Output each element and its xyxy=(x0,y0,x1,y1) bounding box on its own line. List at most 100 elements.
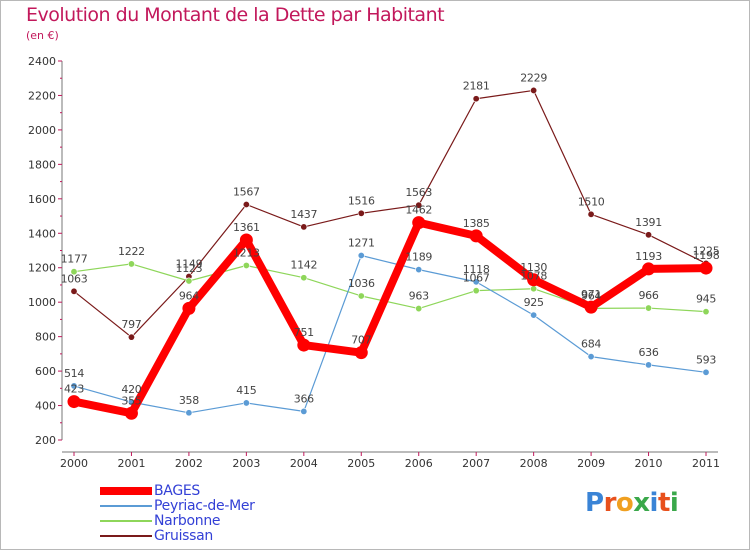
data-point-gruissan xyxy=(70,287,78,295)
data-point-bages xyxy=(642,262,656,276)
data-label-gruissan: 1391 xyxy=(635,216,662,229)
data-label-narbonne: 964 xyxy=(581,289,601,302)
x-tick-label: 2009 xyxy=(577,457,605,470)
data-label-peyriac-de-mer: 1271 xyxy=(348,236,375,249)
logo-letter: r xyxy=(603,488,617,518)
logo-letter: o xyxy=(615,488,634,518)
data-label-peyriac-de-mer: 415 xyxy=(236,384,256,397)
data-point-peyriac-de-mer xyxy=(472,278,480,286)
series-line-peyriac-de-mer xyxy=(73,254,707,414)
data-point-peyriac-de-mer xyxy=(242,399,250,407)
logo-letter: P xyxy=(585,488,604,518)
data-label-gruissan: 2229 xyxy=(520,71,547,84)
data-label-gruissan: 2181 xyxy=(463,80,490,93)
data-label-narbonne: 1142 xyxy=(290,259,317,272)
legend-label: BAGES xyxy=(154,483,201,499)
y-tick-label: 2000 xyxy=(28,124,56,137)
data-point-narbonne xyxy=(70,268,78,276)
data-point-narbonne xyxy=(127,260,135,268)
data-point-narbonne xyxy=(300,274,308,282)
data-point-gruissan xyxy=(472,95,480,103)
data-point-gruissan xyxy=(242,201,250,209)
x-tick-label: 2002 xyxy=(175,457,203,470)
data-point-gruissan xyxy=(127,333,135,341)
data-point-peyriac-de-mer xyxy=(645,361,653,369)
data-point-bages xyxy=(527,273,541,287)
data-point-narbonne xyxy=(645,304,653,312)
data-label-narbonne: 1213 xyxy=(233,246,260,259)
data-label-bages: 964 xyxy=(179,289,199,302)
data-point-gruissan xyxy=(357,209,365,217)
data-point-peyriac-de-mer xyxy=(300,407,308,415)
data-label-narbonne: 963 xyxy=(409,290,429,303)
data-point-gruissan xyxy=(587,210,595,218)
data-label-peyriac-de-mer: 925 xyxy=(524,296,544,309)
data-point-bages xyxy=(354,346,368,360)
chart-title: Evolution du Montant de la Dette par Hab… xyxy=(26,4,445,26)
data-point-narbonne xyxy=(530,285,538,293)
data-point-narbonne xyxy=(472,287,480,295)
data-label-gruissan: 797 xyxy=(121,318,141,331)
x-tick-label: 2003 xyxy=(232,457,260,470)
y-tick-label: 1400 xyxy=(28,227,56,240)
data-point-peyriac-de-mer xyxy=(702,368,710,376)
data-point-bages xyxy=(469,229,483,243)
data-label-narbonne: 1078 xyxy=(520,270,547,283)
x-tick-label: 2006 xyxy=(405,457,433,470)
data-label-gruissan: 1516 xyxy=(348,194,375,207)
data-labels: 1063 797 1149 1567 1437 1516 1563 2181 2229 1510 1… xyxy=(61,71,720,407)
data-label-peyriac-de-mer: 366 xyxy=(294,392,314,405)
x-tick-label: 2010 xyxy=(635,457,663,470)
data-point-bages xyxy=(239,233,253,247)
series-line-gruissan xyxy=(73,89,707,338)
y-tick-label: 200 xyxy=(35,434,56,447)
data-label-bages: 355 xyxy=(121,394,141,407)
proxiti-logo: Proxiti xyxy=(585,488,679,518)
data-label-peyriac-de-mer: 593 xyxy=(696,353,716,366)
data-label-narbonne: 945 xyxy=(696,293,716,306)
data-point-narbonne xyxy=(415,305,423,313)
data-point-narbonne xyxy=(185,277,193,285)
legend-label: Gruissan xyxy=(154,528,214,544)
x-tick-label: 2000 xyxy=(60,457,88,470)
data-point-gruissan xyxy=(645,231,653,239)
data-point-peyriac-de-mer xyxy=(587,353,595,361)
data-point-bages xyxy=(124,406,138,420)
legend-swatch xyxy=(100,535,152,537)
data-point-gruissan xyxy=(415,201,423,209)
y-tick-label: 1200 xyxy=(28,262,56,275)
data-label-narbonne: 1222 xyxy=(118,245,145,258)
data-label-gruissan: 1225 xyxy=(693,244,720,257)
x-tick-label: 2008 xyxy=(520,457,548,470)
data-label-peyriac-de-mer: 420 xyxy=(121,383,141,396)
data-point-peyriac-de-mer xyxy=(530,311,538,319)
x-tick-label: 2001 xyxy=(117,457,145,470)
data-label-narbonne: 1036 xyxy=(348,277,375,290)
data-point-gruissan xyxy=(300,223,308,231)
data-point-narbonne xyxy=(242,261,250,269)
y-tick-label: 2400 xyxy=(28,55,56,68)
logo-letter: t xyxy=(657,488,670,518)
legend-swatch xyxy=(100,520,152,522)
x-tick-label: 2004 xyxy=(290,457,318,470)
data-label-gruissan: 1437 xyxy=(290,208,317,221)
data-label-bages: 423 xyxy=(64,383,84,396)
data-point-bages xyxy=(699,261,713,275)
data-point-peyriac-de-mer xyxy=(415,266,423,274)
series-line-narbonne xyxy=(73,263,707,313)
data-label-gruissan: 1149 xyxy=(176,258,203,271)
y-tick-label: 2200 xyxy=(28,89,56,102)
data-point-bages xyxy=(584,300,598,314)
data-label-peyriac-de-mer: 636 xyxy=(638,346,658,359)
y-tick-label: 600 xyxy=(35,365,56,378)
data-point-bages xyxy=(412,216,426,230)
data-label-bages: 751 xyxy=(294,326,314,339)
data-label-bages: 971 xyxy=(581,288,601,301)
logo-letter: i xyxy=(669,488,679,518)
legend-label: Narbonne xyxy=(154,513,221,529)
data-label-bages: 1361 xyxy=(233,221,260,234)
data-point-bages xyxy=(67,395,81,409)
data-label-narbonne: 966 xyxy=(638,289,658,302)
